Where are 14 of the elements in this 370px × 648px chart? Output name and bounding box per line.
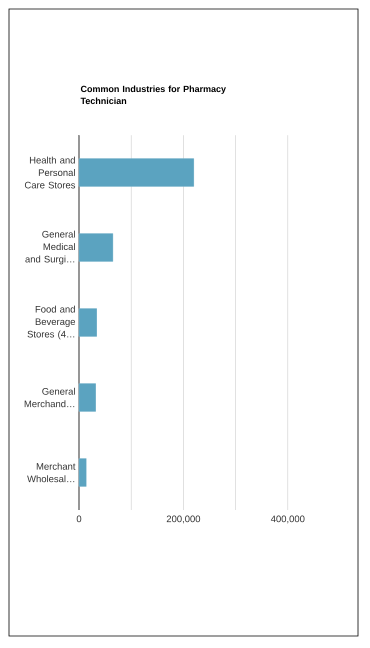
chart-title: Common Industries for Pharmacy Technician (80, 86, 226, 104)
x-tick-label: 400,000 (270, 516, 305, 524)
y-tick-label: General Medical and Surgi… (25, 230, 75, 264)
bar (78, 458, 87, 487)
y-tick-label: General Merchand… (24, 388, 75, 408)
x-tick-label: 0 (76, 516, 82, 522)
y-tick-label: Food and Beverage Stores (4… (28, 306, 76, 340)
y-tick-label: Health and Personal Care Stores (24, 156, 76, 188)
y-tick-label: Merchant Wholesal… (27, 462, 76, 482)
x-tick-label: 200,000 (166, 516, 200, 524)
bar (78, 158, 194, 187)
bar (78, 383, 96, 412)
bar (78, 233, 114, 262)
bar (78, 308, 97, 337)
